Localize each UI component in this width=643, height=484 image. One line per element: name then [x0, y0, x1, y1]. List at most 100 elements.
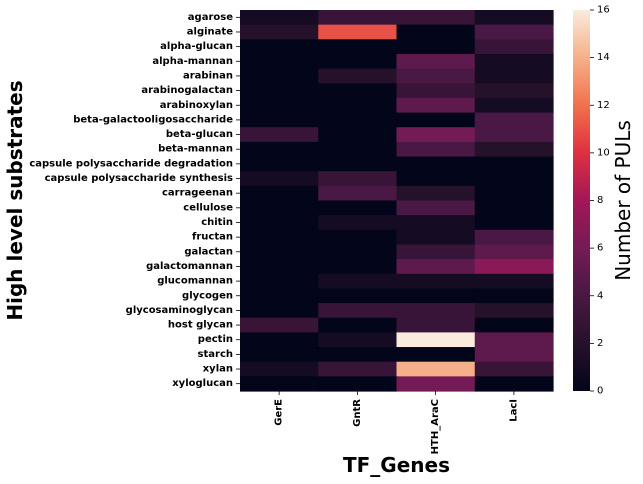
heatmap-cell — [474, 185, 554, 202]
heatmap-cell — [318, 10, 398, 26]
heatmap-cells — [240, 10, 554, 392]
heatmap-cell — [318, 347, 398, 363]
heatmap-cell — [318, 83, 398, 99]
heatmap-cell — [240, 127, 319, 143]
heatmap-cell — [240, 141, 319, 158]
heatmap-cell — [240, 200, 319, 216]
heatmap-cell — [396, 141, 476, 158]
heatmap-cell — [474, 317, 554, 333]
heatmap-cell — [318, 259, 398, 275]
heatmap-cell — [474, 10, 554, 26]
row-label: cellulose — [183, 202, 233, 213]
heatmap-cell — [240, 376, 319, 392]
row-label: host glycan — [168, 320, 233, 331]
row-label: glucomannan — [157, 276, 233, 287]
colorbar-tick-label: 12 — [597, 100, 610, 111]
heatmap-cell — [396, 24, 476, 40]
row-label: carrageenan — [162, 188, 233, 199]
row-label: arabinoxylan — [160, 100, 233, 111]
column-labels: GerE GntR HTH_AraC LacI — [274, 391, 519, 454]
heatmap-cell — [396, 127, 476, 143]
heatmap-cell — [474, 83, 554, 99]
row-label: beta-galactooligosaccharide — [73, 114, 233, 125]
heatmap-cell — [396, 229, 476, 246]
heatmap-cell — [318, 332, 398, 348]
colorbar-tick-label: 0 — [597, 386, 603, 397]
heatmap-cell — [318, 141, 398, 158]
row-label: starch — [198, 349, 233, 360]
column-label: GntR — [352, 399, 363, 427]
heatmap-cell — [318, 244, 398, 260]
heatmap-cell — [396, 332, 476, 348]
heatmap-cell — [474, 273, 554, 290]
heatmap-cell — [318, 156, 398, 172]
heatmap-cell — [474, 303, 554, 319]
row-label: alpha-mannan — [152, 56, 233, 67]
heatmap-cell — [474, 24, 554, 40]
colorbar-title: Number of PULs — [611, 120, 635, 281]
heatmap-cell — [396, 215, 476, 231]
heatmap-cell — [396, 376, 476, 392]
colorbar-ticks: 0 2 4 6 8 10 12 14 16 — [590, 5, 610, 397]
heatmap-cell — [318, 171, 398, 187]
heatmap-cell — [396, 53, 476, 70]
heatmap-cell — [240, 303, 319, 319]
row-label: alpha-glucan — [160, 41, 233, 52]
colorbar-tick-label: 4 — [597, 290, 603, 301]
row-label: alginate — [187, 26, 233, 37]
heatmap-cell — [240, 273, 319, 290]
heatmap-cell — [318, 376, 398, 392]
y-axis-title: High level substrates — [3, 80, 27, 320]
heatmap-cell — [474, 97, 554, 114]
heatmap-cell — [474, 259, 554, 275]
heatmap-cell — [474, 53, 554, 70]
heatmap-cell — [396, 171, 476, 187]
heatmap-cell — [318, 39, 398, 55]
heatmap-cell — [396, 200, 476, 216]
heatmap-cell — [318, 317, 398, 333]
heatmap-cell — [474, 288, 554, 304]
column-label: GerE — [274, 399, 285, 426]
heatmap-cell — [396, 97, 476, 114]
heatmap-cell — [474, 229, 554, 246]
heatmap-cell — [240, 53, 319, 70]
row-label: glycogen — [182, 290, 233, 301]
heatmap-cell — [240, 185, 319, 202]
heatmap-cell — [474, 347, 554, 363]
heatmap-cell — [474, 171, 554, 187]
heatmap-cell — [318, 24, 398, 40]
heatmap-cell — [318, 303, 398, 319]
colorbar-tick-label: 8 — [597, 195, 603, 206]
x-axis-title: TF_Genes — [343, 453, 450, 477]
heatmap-cell — [396, 288, 476, 304]
heatmap-cell — [474, 39, 554, 55]
heatmap-cell — [240, 259, 319, 275]
heatmap-cell — [240, 112, 319, 128]
row-label: chitin — [201, 217, 233, 228]
heatmap-cell — [318, 229, 398, 246]
heatmap-cell — [318, 200, 398, 216]
heatmap-cell — [240, 244, 319, 260]
heatmap-cell — [240, 83, 319, 99]
row-label: arabinan — [183, 70, 233, 81]
row-label: beta-mannan — [158, 144, 233, 155]
heatmap-cell — [396, 273, 476, 290]
heatmap-cell — [474, 376, 554, 392]
heatmap-cell — [240, 10, 319, 26]
heatmap-cell — [474, 68, 554, 84]
heatmap-cell — [240, 24, 319, 40]
colorbar-tick-label: 6 — [597, 243, 603, 254]
row-label: agarose — [188, 12, 233, 23]
row-label: glycosaminoglycan — [126, 305, 233, 316]
heatmap-cell — [240, 361, 319, 377]
row-label: pectin — [198, 334, 233, 345]
heatmap-cell — [396, 361, 476, 377]
heatmap-cell — [474, 127, 554, 143]
row-label: xylan — [203, 364, 233, 375]
colorbar-tick-label: 14 — [597, 52, 610, 63]
heatmap-cell — [318, 288, 398, 304]
heatmap-cell — [318, 215, 398, 231]
heatmap-cell — [396, 83, 476, 99]
heatmap-cell — [474, 112, 554, 128]
